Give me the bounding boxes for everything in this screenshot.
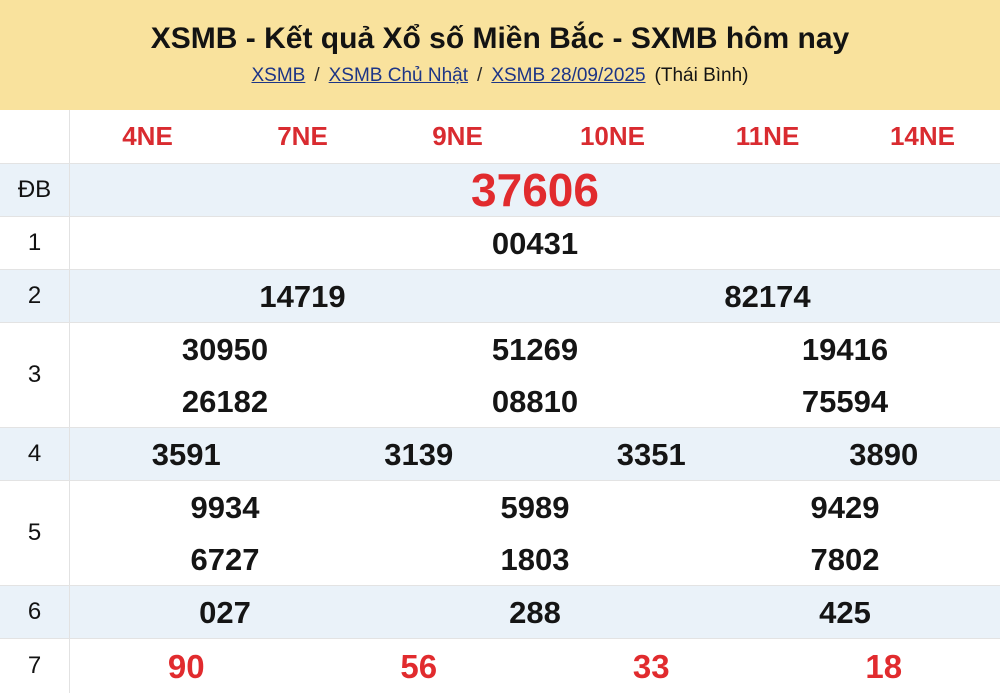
breadcrumb-separator: /	[314, 64, 320, 86]
breadcrumb-link-xsmb-chu-nhat[interactable]: XSMB Chủ Nhật	[328, 64, 469, 86]
row-label: ĐB	[0, 164, 70, 216]
table-row-6: 6 027 288 425	[0, 585, 1000, 638]
prize-value: 3890	[849, 436, 919, 472]
row-label: 7	[0, 639, 70, 693]
prize-value: 3351	[616, 436, 686, 472]
prize-value: 027	[199, 594, 251, 630]
table-row-2: 2 14719 82174	[0, 269, 1000, 322]
prize-value: 6727	[190, 541, 260, 577]
page-header: XSMB - Kết quả Xổ số Miền Bắc - SXMB hôm…	[0, 0, 1000, 110]
table-header-row: 4NE 7NE 9NE 10NE 11NE 14NE	[0, 110, 1000, 163]
table-row-5: 5 9934 5989 9429 6727 1803 7802	[0, 480, 1000, 585]
prize-value: 00431	[491, 225, 579, 261]
page-title: XSMB - Kết quả Xổ số Miền Bắc - SXMB hôm…	[150, 21, 850, 55]
prize-value: 425	[819, 594, 871, 630]
column-header-4ne: 4NE	[122, 121, 173, 151]
table-row-1: 1 00431	[0, 216, 1000, 269]
column-header-11ne: 11NE	[735, 121, 800, 151]
table-row-db: ĐB 37606	[0, 163, 1000, 216]
column-header-14ne: 14NE	[889, 121, 956, 151]
row-label: 3	[0, 323, 70, 427]
prize-value: 90	[167, 647, 205, 685]
prize-value: 26182	[181, 383, 269, 419]
column-header-9ne: 9NE	[432, 121, 483, 151]
column-header-10ne: 10NE	[579, 121, 646, 151]
prize-value: 1803	[500, 541, 570, 577]
row-label-spacer	[0, 110, 70, 163]
row-label: 4	[0, 428, 70, 480]
breadcrumb-link-date[interactable]: XSMB 28/09/2025	[491, 64, 646, 86]
prize-value: 30950	[181, 331, 269, 367]
prize-value: 7802	[810, 541, 880, 577]
prize-value: 51269	[491, 331, 579, 367]
row-label: 2	[0, 270, 70, 322]
column-header-7ne: 7NE	[277, 121, 328, 151]
prize-value-jackpot: 37606	[471, 164, 599, 216]
prize-value: 9934	[190, 489, 260, 525]
row-label: 1	[0, 217, 70, 269]
prize-value: 3139	[384, 436, 454, 472]
prize-value: 75594	[801, 383, 889, 419]
prize-value: 18	[865, 647, 903, 685]
table-row-4: 4 3591 3139 3351 3890	[0, 427, 1000, 480]
prize-value: 33	[632, 647, 670, 685]
table-row-3: 3 30950 51269 19416 26182 08810 75594	[0, 322, 1000, 427]
breadcrumb-separator: /	[477, 64, 483, 86]
breadcrumb-province: (Thái Bình)	[654, 64, 749, 86]
breadcrumb-link-xsmb[interactable]: XSMB	[251, 64, 306, 86]
breadcrumb: XSMB / XSMB Chủ Nhật / XSMB 28/09/2025 (…	[251, 65, 748, 87]
prize-value: 82174	[724, 278, 811, 314]
prize-value: 56	[400, 647, 438, 685]
row-label: 6	[0, 586, 70, 638]
prize-value: 5989	[500, 489, 570, 525]
table-row-7: 7 90 56 33 18	[0, 638, 1000, 693]
results-table: 4NE 7NE 9NE 10NE 11NE 14NE ĐB 37606 1 00…	[0, 110, 1000, 693]
prize-value: 3591	[151, 436, 221, 472]
prize-value: 08810	[491, 383, 579, 419]
prize-value: 19416	[801, 331, 889, 367]
prize-value: 14719	[259, 278, 346, 314]
prize-value: 288	[509, 594, 561, 630]
row-label: 5	[0, 481, 70, 585]
prize-value: 9429	[810, 489, 880, 525]
